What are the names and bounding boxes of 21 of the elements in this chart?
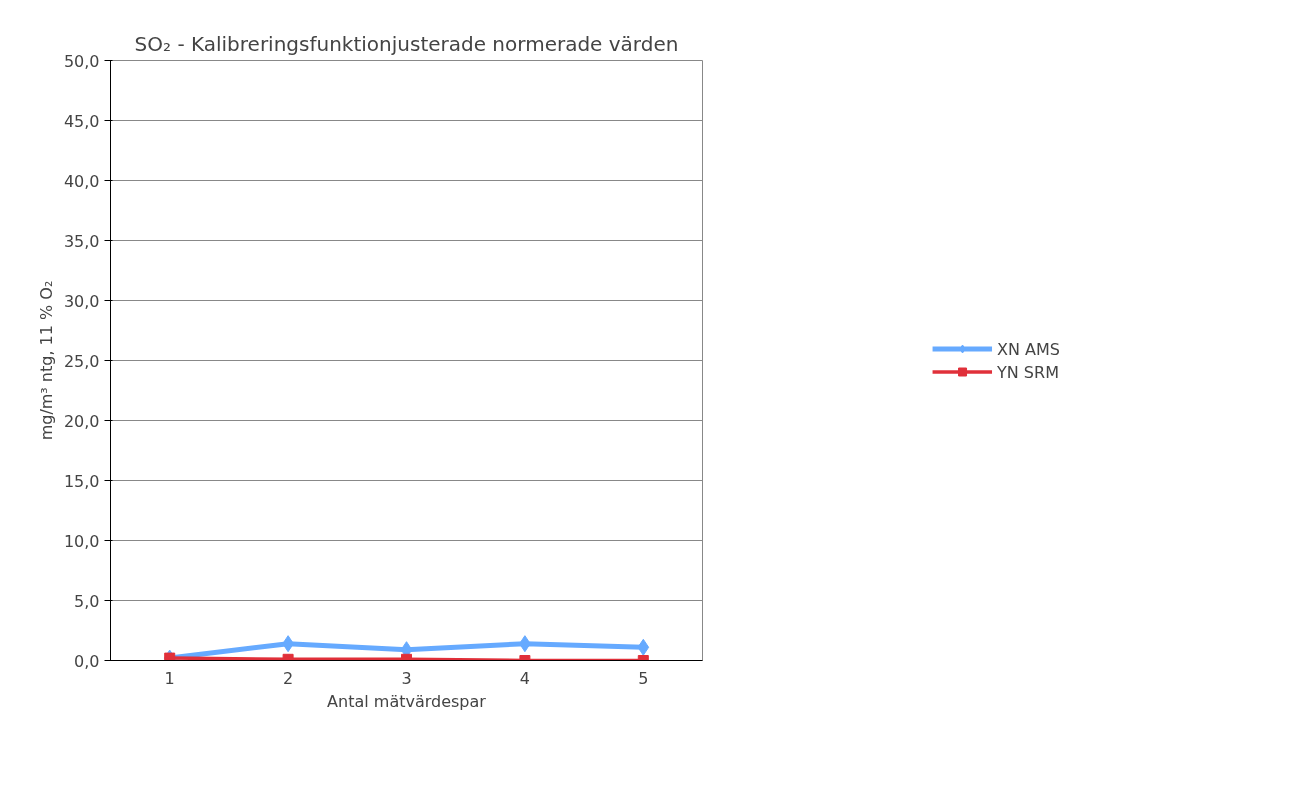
y-tick-label: 5,0	[74, 591, 100, 611]
x-tick-label: 4	[519, 668, 530, 688]
y-tick-label: 40,0	[63, 171, 100, 191]
x-tick-label: 2	[283, 668, 294, 688]
y-tick-label: 30,0	[63, 291, 100, 311]
chart-title: SO₂ - Kalibreringsfunktionjusterade normerade värden	[134, 31, 679, 56]
x-axis-title: Antal mätvärdespar	[327, 691, 487, 711]
y-tick-label: 20,0	[63, 411, 100, 431]
x-tick-label: 3	[401, 668, 412, 688]
y-tick-label: 35,0	[63, 231, 100, 251]
y-axis-title: mg/m³ ntg, 11 % O₂	[36, 280, 56, 441]
x-tick-label: 5	[638, 668, 649, 688]
y-tick-label: 25,0	[63, 351, 100, 371]
legend-label: XN AMS	[997, 339, 1060, 358]
y-tick-label: 0,0	[74, 651, 100, 671]
x-tick-label: 1	[164, 668, 175, 688]
y-tick-label: 45,0	[63, 111, 100, 131]
y-tick-label: 50,0	[63, 51, 100, 71]
legend-label: YN SRM	[997, 362, 1059, 381]
y-tick-label: 10,0	[63, 531, 100, 551]
y-tick-label: 15,0	[63, 471, 100, 491]
